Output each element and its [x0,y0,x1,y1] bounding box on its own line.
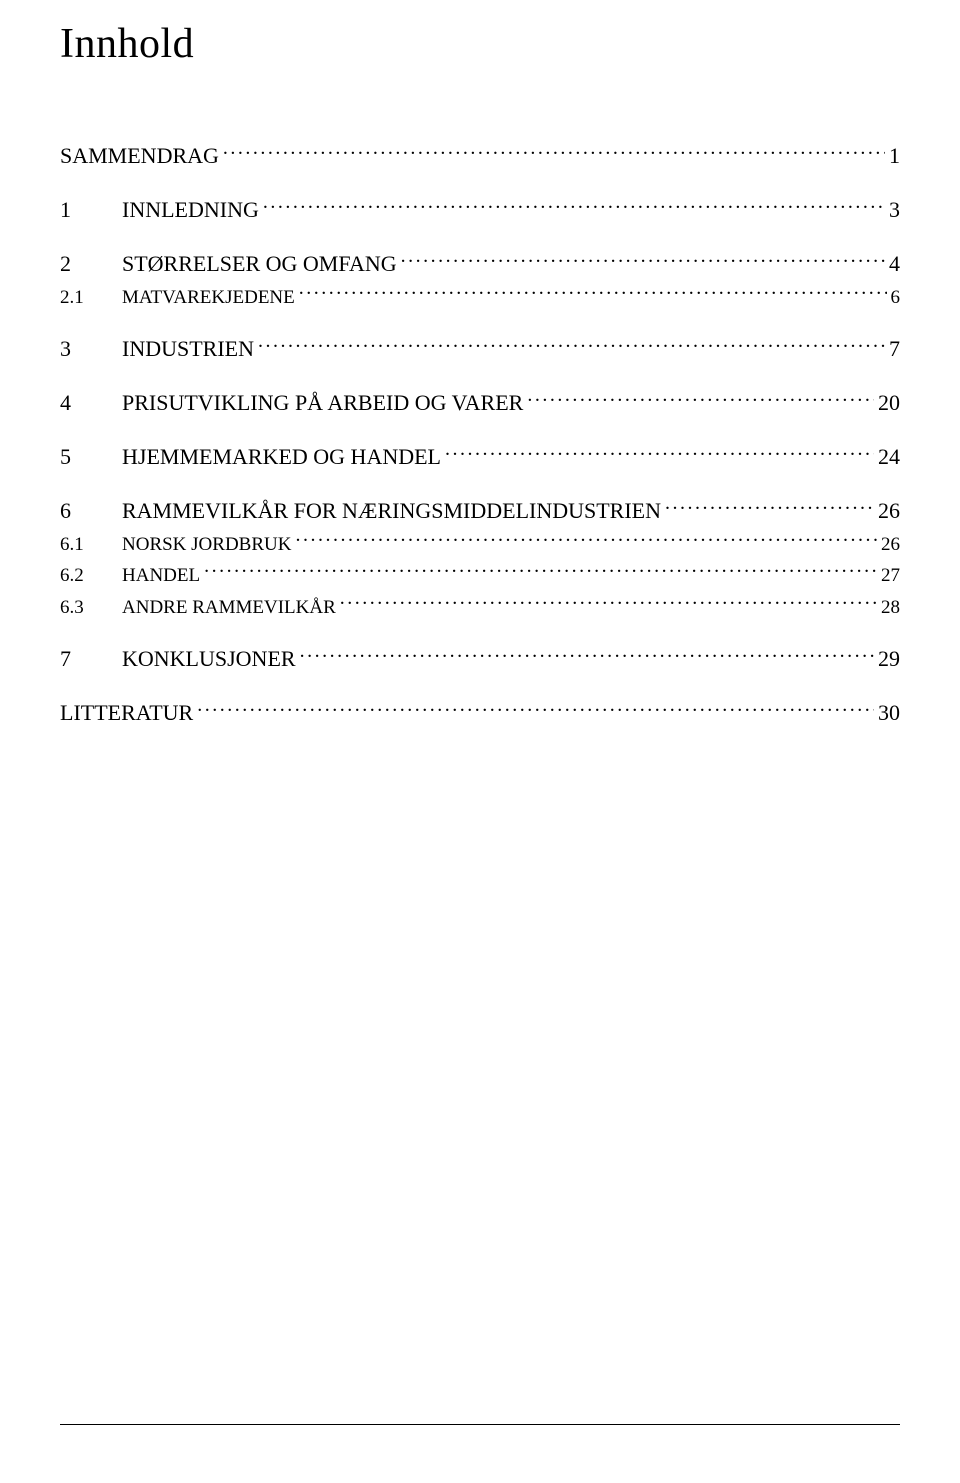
toc-entry-page: 1 [885,140,900,172]
toc-entry-label: RAMMEVILKÅR FOR NÆRINGSMIDDELINDUSTRIEN [122,495,665,527]
toc-entry-num: 1 [60,194,122,226]
toc-entry-page: 27 [877,562,900,590]
toc-entry: 4 PRISUTVIKLING PÅ ARBEID OG VARER 20 [60,387,900,419]
toc-entry: 1 INNLEDNING 3 [60,194,900,226]
toc-entry: 3 INDUSTRIEN 7 [60,333,900,365]
toc-entry-num: 4 [60,387,122,419]
toc-leader [197,698,874,720]
toc-entry-num: 6 [60,495,122,527]
toc-entry-num: 3 [60,333,122,365]
toc-entry-num: 2 [60,248,122,280]
toc-leader [204,562,877,581]
toc-entry-label: PRISUTVIKLING PÅ ARBEID OG VARER [122,387,527,419]
toc-entry: 2 STØRRELSER OG OMFANG 4 [60,248,900,280]
toc-entry-page: 4 [885,248,900,280]
table-of-contents: SAMMENDRAG 1 1 INNLEDNING 3 2 STØRRELSER… [60,140,900,729]
toc-leader [258,334,885,356]
toc-entry-page: 26 [877,531,900,559]
toc-entry-num: 6.1 [60,531,122,559]
toc-leader [223,141,885,163]
toc-entry: 6.1 NORSK JORDBRUK 26 [60,531,900,559]
toc-leader [299,284,887,303]
toc-entry-num: 6.2 [60,562,122,590]
toc-entry-page: 6 [887,284,901,312]
toc-entry-page: 28 [877,594,900,622]
toc-entry: 6.2 HANDEL 27 [60,562,900,590]
toc-leader [340,594,877,613]
toc-entry: 6.3 ANDRE RAMMEVILKÅR 28 [60,594,900,622]
toc-entry: LITTERATUR 30 [60,697,900,729]
toc-entry-label: LITTERATUR [60,697,197,729]
toc-entry-num: 5 [60,441,122,473]
toc-entry-label: HANDEL [122,562,204,590]
toc-leader [445,442,874,464]
toc-entry: 6 RAMMEVILKÅR FOR NÆRINGSMIDDELINDUSTRIE… [60,495,900,527]
toc-leader [401,249,885,271]
toc-entry: 5 HJEMMEMARKED OG HANDEL 24 [60,441,900,473]
toc-entry-label: KONKLUSJONER [122,643,300,675]
toc-leader [665,496,874,518]
toc-entry: SAMMENDRAG 1 [60,140,900,172]
toc-entry-label: INNLEDNING [122,194,263,226]
toc-entry-label: SAMMENDRAG [60,140,223,172]
toc-entry-num: 7 [60,643,122,675]
page-title: Innhold [60,20,900,68]
toc-entry-label: STØRRELSER OG OMFANG [122,248,401,280]
toc-entry-num: 6.3 [60,594,122,622]
toc-entry: 7 KONKLUSJONER 29 [60,643,900,675]
toc-leader [300,644,874,666]
toc-entry-page: 30 [874,697,900,729]
toc-entry-page: 26 [874,495,900,527]
toc-entry-label: HJEMMEMARKED OG HANDEL [122,441,445,473]
toc-entry-page: 3 [885,194,900,226]
toc-entry-label: INDUSTRIEN [122,333,258,365]
toc-entry-label: NORSK JORDBRUK [122,531,295,559]
toc-leader [295,531,877,550]
toc-entry-label: MATVAREKJEDENE [122,284,299,312]
footer-rule [60,1424,900,1425]
toc-leader [527,388,874,410]
toc-entry-num: 2.1 [60,284,122,312]
toc-entry-page: 7 [885,333,900,365]
document-page: Innhold SAMMENDRAG 1 1 INNLEDNING 3 2 ST… [0,0,960,1483]
toc-entry-label: ANDRE RAMMEVILKÅR [122,594,340,622]
toc-entry: 2.1 MATVAREKJEDENE 6 [60,284,900,312]
toc-entry-page: 20 [874,387,900,419]
toc-entry-page: 29 [874,643,900,675]
toc-entry-page: 24 [874,441,900,473]
toc-leader [263,195,885,217]
